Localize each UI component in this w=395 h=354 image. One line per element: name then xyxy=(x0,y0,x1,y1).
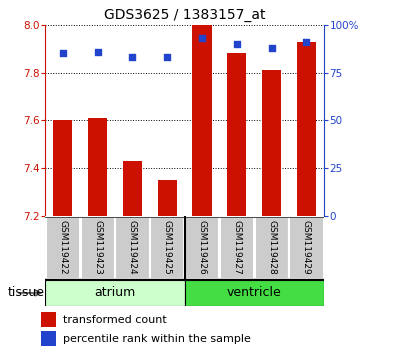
Text: GSM119423: GSM119423 xyxy=(93,221,102,275)
Bar xyxy=(220,217,254,279)
Bar xyxy=(88,118,107,216)
Text: transformed count: transformed count xyxy=(63,315,167,325)
Point xyxy=(129,55,135,60)
Text: GSM119425: GSM119425 xyxy=(163,221,172,275)
Bar xyxy=(53,120,72,216)
Bar xyxy=(297,41,316,216)
Bar xyxy=(115,217,149,279)
Bar xyxy=(290,217,324,279)
Bar xyxy=(46,217,80,279)
Bar xyxy=(255,217,289,279)
Bar xyxy=(41,331,56,346)
Text: GSM119427: GSM119427 xyxy=(232,221,241,275)
Text: GSM119428: GSM119428 xyxy=(267,221,276,275)
Point xyxy=(60,51,66,56)
Bar xyxy=(227,53,246,216)
Bar xyxy=(41,312,56,327)
Bar xyxy=(150,217,184,279)
Point xyxy=(269,45,275,51)
Title: GDS3625 / 1383157_at: GDS3625 / 1383157_at xyxy=(104,8,265,22)
Point xyxy=(164,55,170,60)
Bar xyxy=(123,161,142,216)
Bar xyxy=(192,25,212,216)
Bar xyxy=(262,70,281,216)
Point xyxy=(94,49,101,55)
Text: ventricle: ventricle xyxy=(227,286,282,299)
Bar xyxy=(158,180,177,216)
Text: GSM119426: GSM119426 xyxy=(198,221,207,275)
Text: GSM119429: GSM119429 xyxy=(302,221,311,275)
Bar xyxy=(45,280,184,306)
Text: percentile rank within the sample: percentile rank within the sample xyxy=(63,334,251,344)
Text: tissue: tissue xyxy=(8,286,45,298)
Bar xyxy=(184,280,324,306)
Point xyxy=(199,35,205,41)
Text: atrium: atrium xyxy=(94,286,135,299)
Point xyxy=(234,41,240,47)
Bar xyxy=(185,217,219,279)
Point xyxy=(303,39,310,45)
Text: GSM119424: GSM119424 xyxy=(128,221,137,275)
Text: GSM119422: GSM119422 xyxy=(58,221,67,275)
Bar xyxy=(81,217,115,279)
